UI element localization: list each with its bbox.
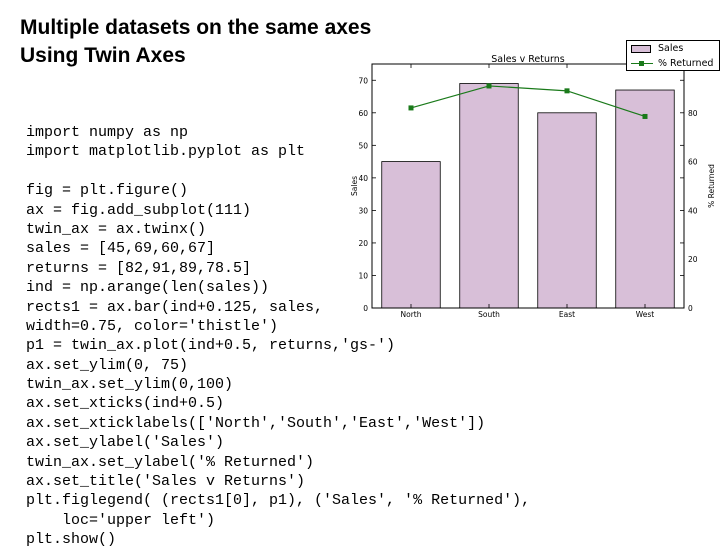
y-right-tick-label: 80 <box>688 109 698 118</box>
y-right-axis-label: % Returned <box>707 164 716 208</box>
y-right-tick-label: 40 <box>688 206 698 215</box>
legend-entry-returns: % Returned <box>631 57 713 70</box>
code-line <box>26 162 530 181</box>
code-line: width=0.75, color='thistle') <box>26 317 279 335</box>
y-tick-label: 10 <box>358 271 368 280</box>
x-tick-label: West <box>636 310 654 319</box>
bar <box>615 89 675 309</box>
y-tick-label: 50 <box>358 141 368 150</box>
code-line: import matplotlib.pyplot as plt <box>26 143 306 161</box>
y-tick-label: 40 <box>358 174 368 183</box>
plot-frame <box>371 63 685 309</box>
code-line: fig = plt.figure() <box>26 182 189 200</box>
slide-title-line-1: Multiple datasets on the same axes <box>20 16 372 39</box>
code-line: twin_ax.set_ylabel('% Returned') <box>26 453 315 471</box>
x-tick-label: East <box>559 310 575 319</box>
code-line: ax.set_title('Sales v Returns') <box>26 473 306 491</box>
legend-label-sales: Sales <box>658 43 684 54</box>
y-right-tick-label: 20 <box>688 255 698 264</box>
code-line: ax.set_ylabel('Sales') <box>26 434 225 452</box>
slide-title: Multiple datasets on the same axes Using… <box>20 14 371 70</box>
code-block: import numpy as np import matplotlib.pypl… <box>26 123 530 550</box>
code-line: ax.set_xticks(ind+0.5) <box>26 395 225 413</box>
code-line: twin_ax = ax.twinx() <box>26 220 207 238</box>
code-line: ax = fig.add_subplot(111) <box>26 201 252 219</box>
code-line: import numpy as np <box>26 124 189 141</box>
code-line: p1 = twin_ax.plot(ind+0.5, returns,'gs-'… <box>26 337 396 355</box>
y-tick-label: 0 <box>363 304 368 313</box>
legend-swatch-returns <box>631 59 653 69</box>
x-tick-label: North <box>401 310 422 319</box>
y-right-tick-label: 0 <box>688 304 693 313</box>
slide-title-line-2: Using Twin Axes <box>20 44 186 67</box>
y-tick-label: 30 <box>358 206 368 215</box>
code-line: ax.set_ylim(0, 75) <box>26 356 189 374</box>
returns-point <box>564 88 570 94</box>
code-line: plt.show() <box>26 531 117 549</box>
legend-swatch-sales <box>631 44 651 53</box>
code-line: plt.figlegend( (rects1[0], p1), ('Sales'… <box>26 492 531 510</box>
returns-point <box>642 113 648 119</box>
legend-label-returns: % Returned <box>658 58 714 69</box>
returns-line <box>410 85 646 118</box>
bar <box>381 161 441 309</box>
code-line: sales = [45,69,60,67] <box>26 240 216 258</box>
y-tick-label: 60 <box>358 109 368 118</box>
code-line: rects1 = ax.bar(ind+0.125, sales, <box>26 298 324 316</box>
y-right-tick-label: 60 <box>688 158 698 167</box>
chart-legend: Sales % Returned <box>626 40 720 71</box>
returns-point <box>486 83 492 89</box>
returns-point <box>408 105 414 111</box>
code-line: loc='upper left') <box>26 511 216 529</box>
code-line: ind = np.arange(len(sales)) <box>26 279 270 297</box>
code-line: twin_ax.set_ylim(0,100) <box>26 376 234 394</box>
code-line: ax.set_xticklabels(['North','South','Eas… <box>26 414 486 432</box>
bar <box>537 112 597 309</box>
y-tick-label: 20 <box>358 239 368 248</box>
chart-title: Sales v Returns <box>491 54 564 65</box>
y-tick-label: 70 <box>358 76 368 85</box>
x-tick-label: South <box>478 310 500 319</box>
bar <box>459 83 519 309</box>
code-line: returns = [82,91,89,78.5] <box>26 259 252 277</box>
legend-entry-sales: Sales <box>631 42 683 55</box>
y-axis-label: Sales <box>350 176 359 196</box>
